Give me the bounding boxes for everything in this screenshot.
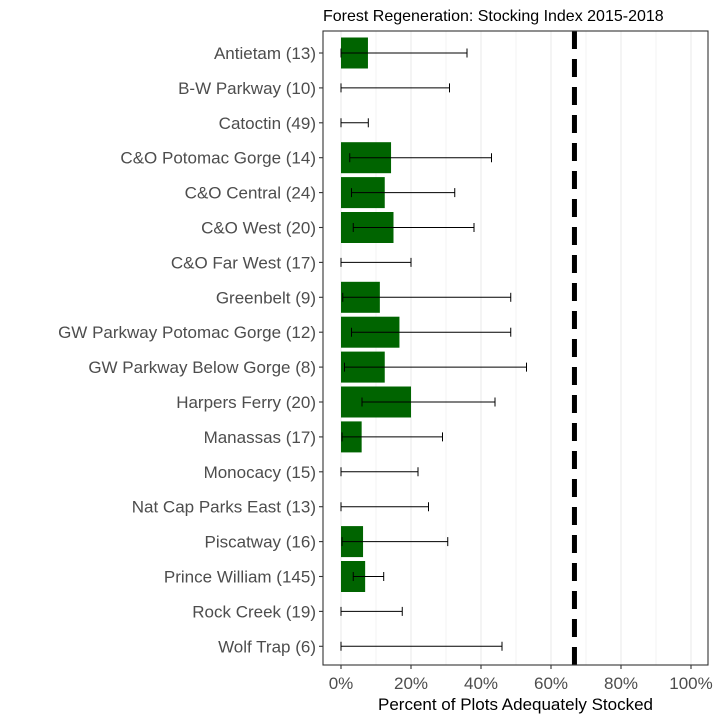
x-axis-ticks: 0% 20% 40% 60% 80% 100% — [329, 665, 713, 693]
error-bar — [340, 118, 369, 128]
category-label: Wolf Trap (6) — [218, 637, 316, 656]
category-label: GW Parkway Below Gorge (8) — [88, 358, 316, 377]
error-bar — [340, 83, 450, 93]
x-tick-label: 100% — [669, 674, 712, 693]
category-label: C&O Central (24) — [185, 184, 316, 203]
category-label: Antietam (13) — [214, 44, 316, 63]
category-label: C&O Far West (17) — [171, 253, 316, 272]
plot-panel-background — [323, 31, 708, 665]
error-bar — [351, 188, 456, 198]
error-bar — [344, 362, 527, 372]
category-label: Rock Creek (19) — [192, 602, 316, 621]
plot-panel-border — [322, 30, 709, 666]
grid-lines — [340, 31, 692, 665]
x-axis-title: Percent of Plots Adequately Stocked — [378, 695, 653, 714]
x-tick-label: 60% — [534, 674, 568, 693]
category-label: Harpers Ferry (20) — [176, 393, 316, 412]
category-label: C&O West (20) — [201, 219, 316, 238]
category-label: Nat Cap Parks East (13) — [132, 498, 316, 517]
error-bar — [352, 572, 385, 581]
error-bar — [341, 432, 443, 442]
error-bar — [340, 467, 419, 477]
category-label: Manassas (17) — [204, 428, 316, 447]
error-bar — [340, 48, 468, 58]
category-label: C&O Potomac Gorge (14) — [120, 149, 316, 168]
chart-title: Forest Regeneration: Stocking Index 2015… — [323, 8, 664, 25]
category-label: Monocacy (15) — [204, 463, 316, 482]
category-label: B-W Parkway (10) — [178, 79, 316, 98]
error-bar — [342, 292, 512, 302]
x-tick-label: 0% — [329, 674, 354, 693]
error-bar — [349, 153, 492, 163]
category-labels: Antietam (13) B-W Parkway (10) Catoctin (4… — [58, 44, 323, 656]
error-bar — [340, 502, 429, 512]
x-tick-label: 20% — [394, 674, 428, 693]
error-bar — [352, 223, 475, 232]
category-label: Catoctin (49) — [219, 114, 316, 133]
error-bar — [351, 327, 512, 337]
error-bar — [341, 537, 449, 547]
error-bar — [340, 641, 503, 651]
category-label: Greenbelt (9) — [216, 288, 316, 307]
error-bar — [340, 257, 412, 267]
error-bar — [340, 606, 403, 616]
category-label: GW Parkway Potomac Gorge (12) — [58, 323, 316, 342]
x-tick-label: 40% — [464, 674, 498, 693]
category-label: Piscatway (16) — [205, 533, 316, 552]
category-label: Prince William (145) — [164, 568, 316, 587]
error-bar — [361, 397, 496, 407]
x-tick-label: 80% — [604, 674, 638, 693]
error-bars-group — [340, 48, 527, 651]
